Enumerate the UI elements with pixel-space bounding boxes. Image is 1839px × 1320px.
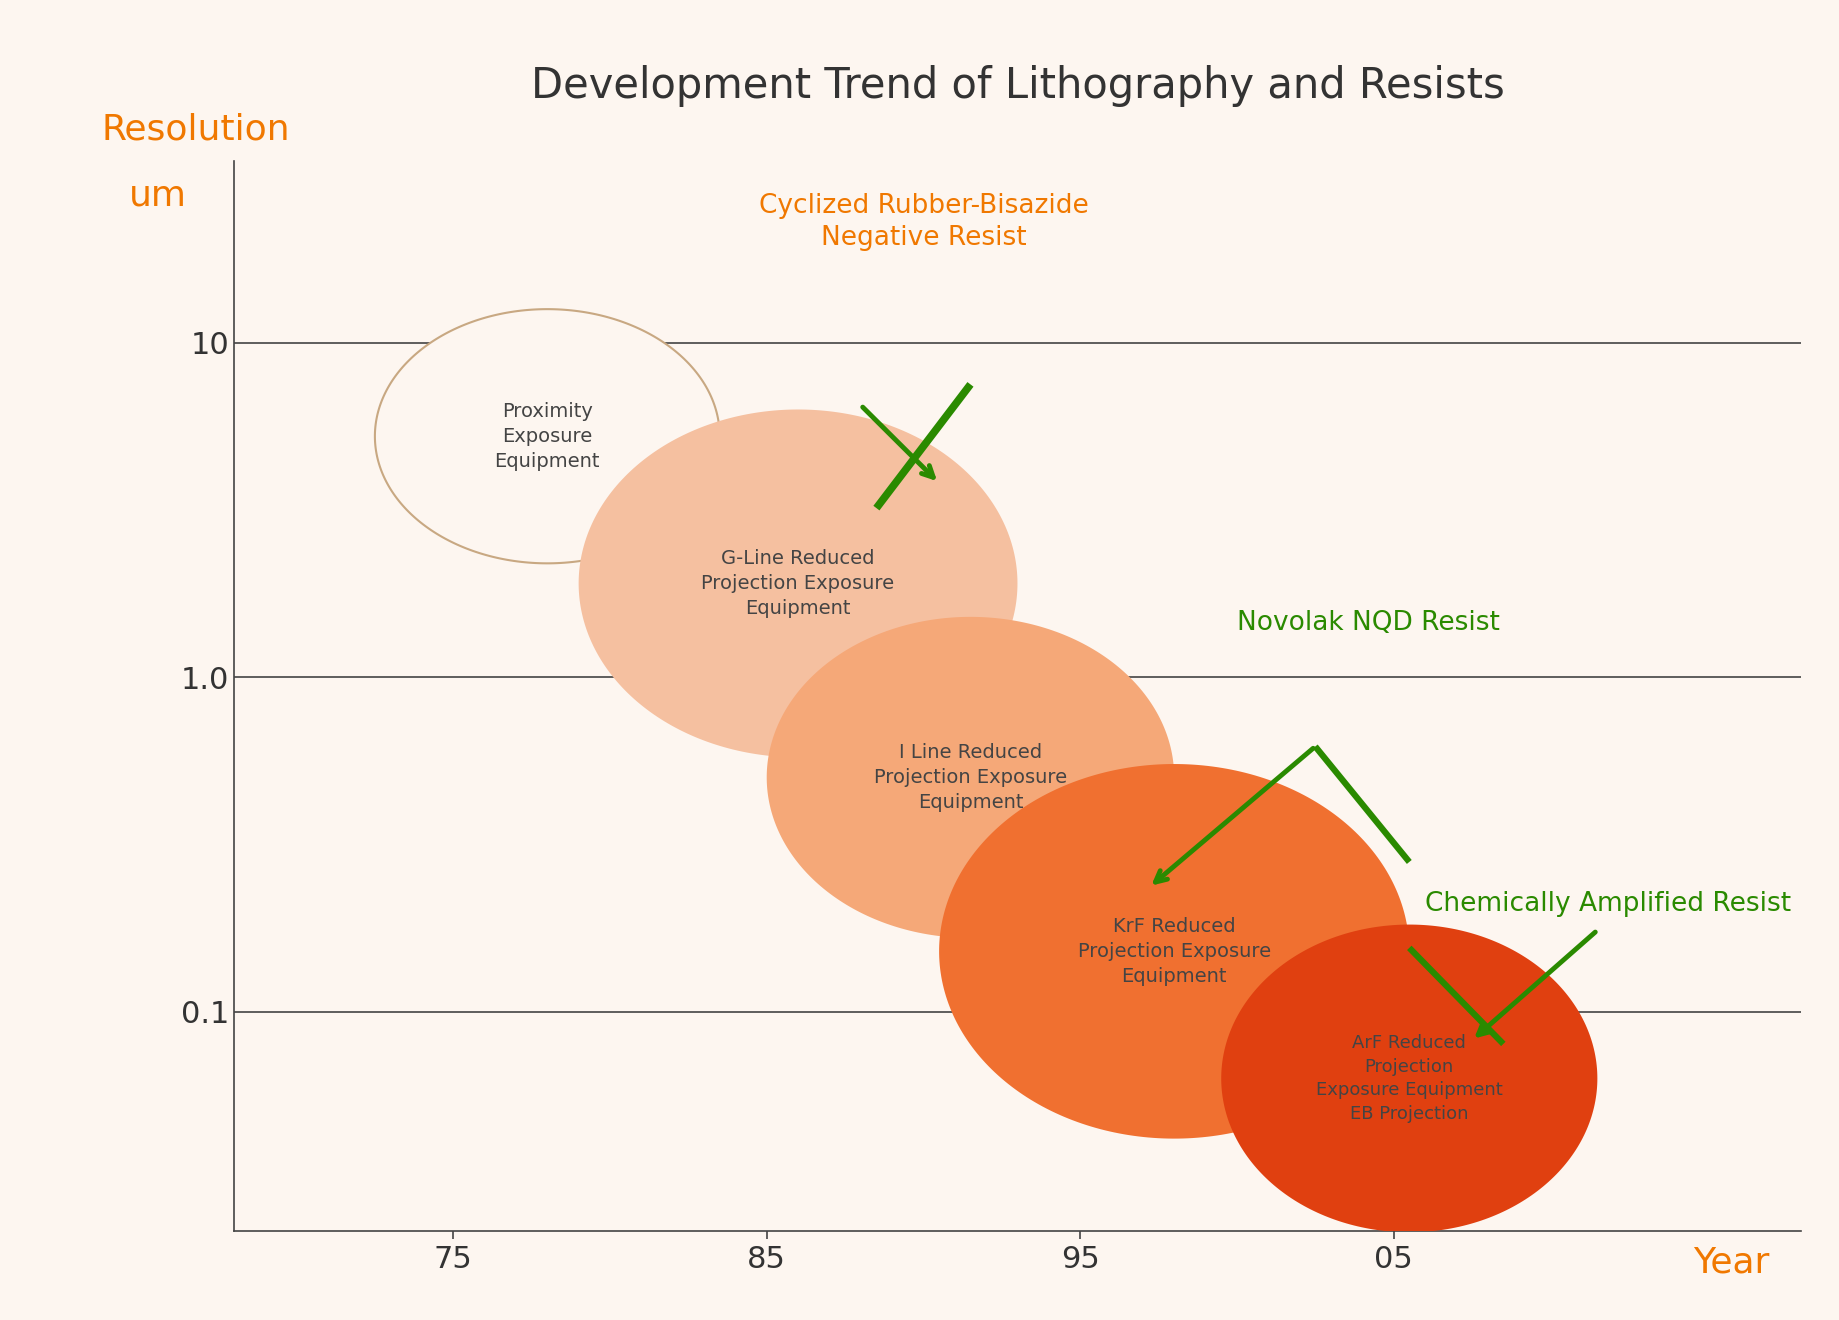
Text: Proximity
Exposure
Equipment: Proximity Exposure Equipment	[495, 401, 600, 471]
Polygon shape	[577, 409, 1017, 758]
Text: um: um	[129, 178, 188, 213]
Text: ArF Reduced
Projection
Exposure Equipment
EB Projection: ArF Reduced Projection Exposure Equipmen…	[1315, 1034, 1502, 1123]
Text: Novolak NQD Resist: Novolak NQD Resist	[1236, 610, 1499, 636]
Text: KrF Reduced
Projection Exposure
Equipment: KrF Reduced Projection Exposure Equipmen…	[1078, 917, 1271, 986]
Polygon shape	[938, 764, 1409, 1139]
Text: I Line Reduced
Projection Exposure
Equipment: I Line Reduced Projection Exposure Equip…	[874, 743, 1067, 812]
Polygon shape	[1221, 924, 1596, 1233]
Text: Year: Year	[1692, 1245, 1769, 1279]
Polygon shape	[767, 616, 1173, 939]
Text: Resolution: Resolution	[101, 112, 291, 147]
Text: Development Trend of Lithography and Resists: Development Trend of Lithography and Res…	[530, 65, 1504, 107]
Text: Chemically Amplified Resist: Chemically Amplified Resist	[1423, 891, 1789, 917]
Text: Cyclized Rubber-Bisazide
Negative Resist: Cyclized Rubber-Bisazide Negative Resist	[758, 193, 1087, 251]
Polygon shape	[375, 309, 719, 564]
Text: G-Line Reduced
Projection Exposure
Equipment: G-Line Reduced Projection Exposure Equip…	[701, 549, 894, 618]
